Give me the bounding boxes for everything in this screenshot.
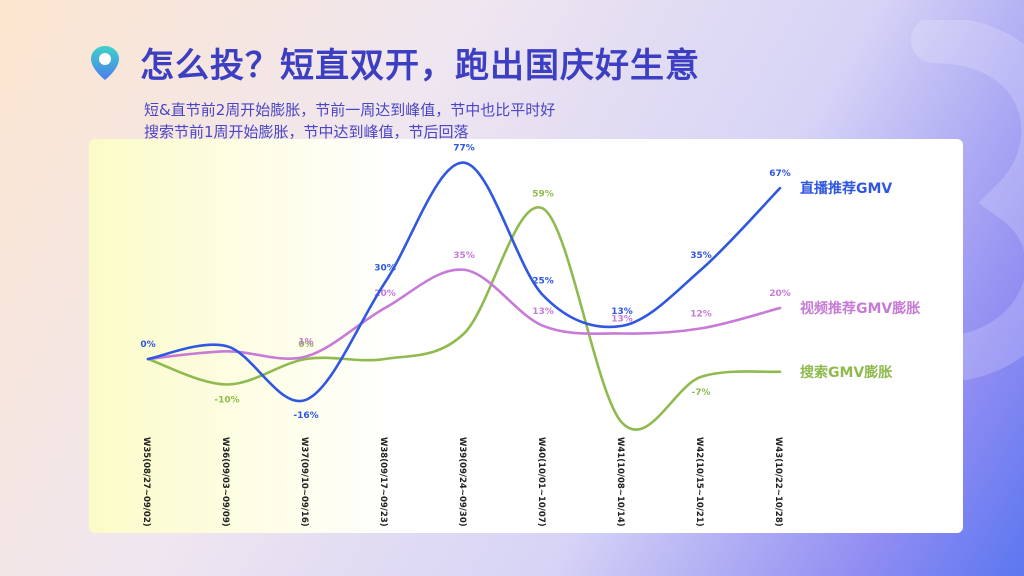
data-label: 20% (374, 289, 396, 299)
data-label: 13% (611, 307, 633, 317)
legend-label: 直播推荐GMV (800, 180, 892, 197)
data-label: 13% (532, 307, 554, 317)
series-line-1 (146, 268, 782, 361)
data-label: 35% (690, 251, 712, 261)
data-label: 13% (611, 315, 633, 325)
x-tick-label: W42(10/15~10/21) (694, 437, 704, 527)
data-label: 25% (532, 276, 554, 286)
line-chart: -10%0%59%-7%搜索GMV膨胀1%20%35%13%13%12%20%视… (140, 144, 920, 527)
x-tick-label: W39(09/24~09/30) (457, 437, 467, 527)
data-label: 0% (298, 340, 313, 350)
header: 怎么投？短直双开，跑出国庆好生意 (90, 38, 700, 87)
legend-label: 视频推荐GMV膨胀 (800, 300, 920, 317)
data-label: 0% (140, 340, 155, 350)
data-label: 20% (769, 289, 791, 299)
location-pin-icon (91, 45, 119, 80)
x-tick-label: W36(09/03~09/09) (220, 437, 230, 527)
chart-panel: -10% 0% 59% -7% 搜索GMV膨胀 1% 20% 35% 13% 13% 12% 20% 视… (89, 139, 963, 533)
data-label: 30% (374, 264, 396, 274)
x-tick-label: W35(08/27~09/02) (141, 437, 151, 527)
data-label: 59% (532, 190, 554, 200)
data-label: 35% (453, 251, 475, 261)
data-label: -7% (691, 388, 710, 398)
subtitle: 短&直节前2周开始膨胀，节前一周达到峰值，节中也比平时好 搜索节前1周开始膨胀，… (144, 99, 555, 143)
data-label: -10% (214, 396, 239, 406)
data-label: 1% (298, 337, 313, 347)
data-label: -16% (293, 411, 318, 421)
data-label: 77% (453, 144, 475, 154)
page-title: 怎么投？短直双开，跑出国庆好生意 (140, 46, 700, 86)
data-label: 67% (769, 169, 791, 179)
x-tick-label: W43(10/22~10/28) (773, 437, 783, 527)
legend-label: 搜索GMV膨胀 (800, 364, 892, 381)
subtitle-line-1: 短&直节前2周开始膨胀，节前一周达到峰值，节中也比平时好 (144, 101, 556, 119)
data-label: 12% (690, 309, 712, 319)
x-tick-label: W38(09/17~09/23) (378, 437, 388, 527)
series-line-2 (146, 205, 782, 431)
x-tick-label: W37(09/10~09/16) (299, 437, 309, 527)
series-line-0 (146, 161, 782, 403)
subtitle-line-2: 搜索节前1周开始膨胀，节中达到峰值，节后回落 (144, 123, 469, 141)
x-tick-label: W41(10/08~10/14) (615, 437, 625, 527)
x-tick-label: W40(10/01~10/07) (536, 437, 546, 527)
